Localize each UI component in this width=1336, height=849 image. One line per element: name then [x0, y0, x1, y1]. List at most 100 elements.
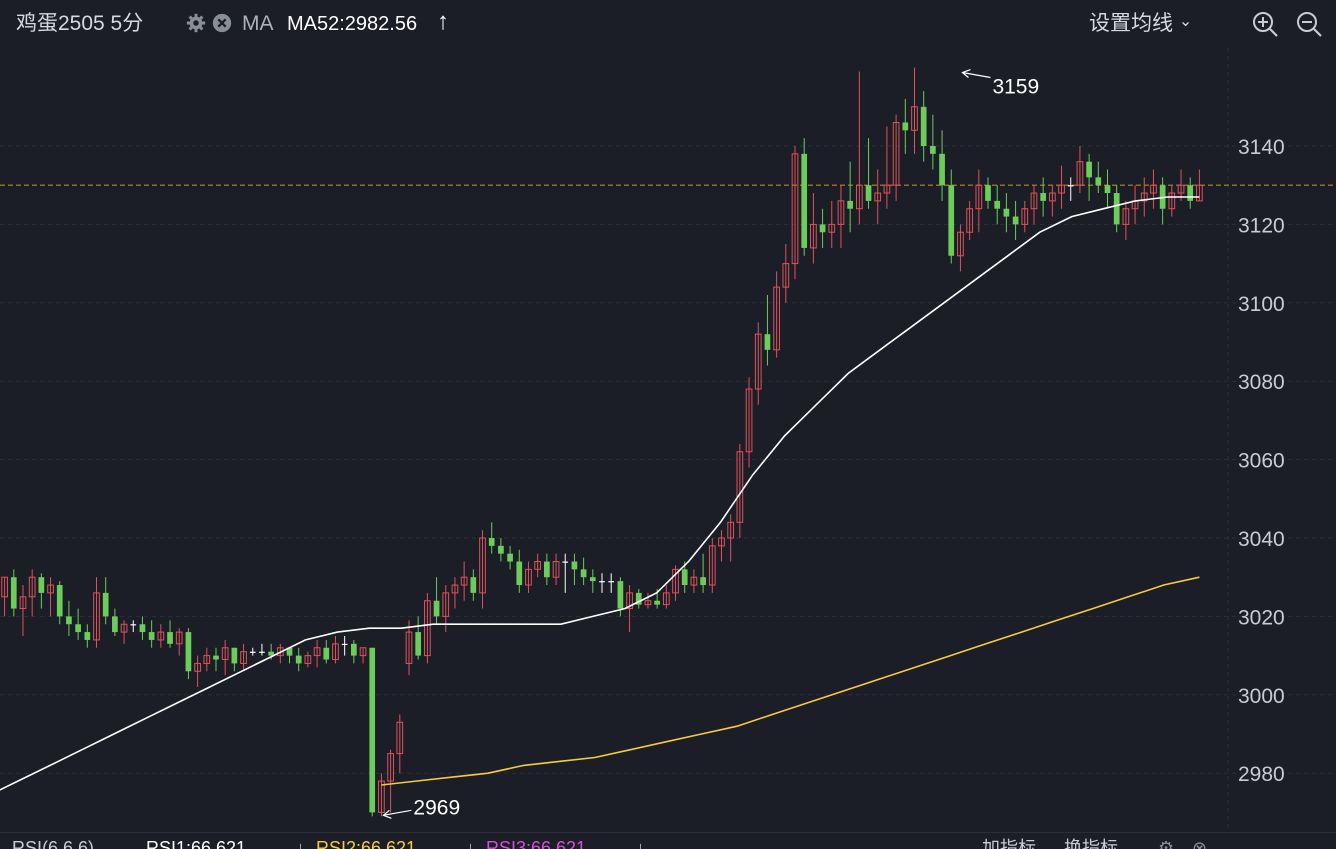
set-ma-button[interactable]: 设置均线 ⌄: [1089, 10, 1192, 40]
candle-body: [213, 655, 219, 660]
candle-body: [1196, 184, 1203, 202]
candle-body: [948, 185, 955, 256]
candle-body: [424, 600, 431, 657]
candle-body: [507, 553, 513, 562]
candle-body: [194, 662, 201, 672]
candle-body: [1140, 192, 1148, 202]
candle-body: [148, 632, 155, 640]
ma-slow-line: [381, 576, 1200, 786]
candle-body: [754, 333, 762, 390]
candle-body: [847, 200, 854, 209]
candle-body: [332, 643, 339, 661]
candle-body: [488, 538, 495, 546]
candle-body: [1003, 208, 1010, 217]
trend-arrow-icon: ↑: [437, 8, 449, 35]
candle-body: [672, 568, 679, 594]
candle-body: [957, 231, 964, 257]
candle-body: [911, 106, 918, 131]
candle-body: [892, 121, 900, 186]
candle-body: [837, 200, 845, 225]
candle-body: [1049, 192, 1056, 202]
candle-body: [249, 651, 256, 653]
rsi2-value: RSI2:66.621: [316, 838, 417, 849]
candle-body: [966, 208, 973, 233]
candle-body: [1030, 192, 1038, 210]
candle-body: [1150, 184, 1157, 194]
price-chart[interactable]: 2980 3000 3020 3040 3060 3080 3100 3120 3140 315…: [0, 48, 1336, 832]
candle-body: [498, 545, 504, 554]
candle-body: [883, 184, 891, 194]
candle-body: [994, 200, 1001, 209]
y-tick-label: 3040: [1238, 528, 1285, 551]
candle-body: [359, 647, 367, 657]
instrument-title[interactable]: 鸡蛋2505 5分: [16, 12, 144, 35]
y-tick-label: 2980: [1238, 763, 1285, 786]
close-indicator-icon[interactable]: ⊗: [1192, 838, 1208, 849]
gear-icon[interactable]: [185, 12, 207, 34]
annotation-arrow: [962, 71, 991, 79]
extreme-annotations: 3159 2969: [382, 68, 1039, 819]
candle-body: [10, 577, 17, 609]
candle-body: [525, 568, 532, 586]
candle-body: [313, 647, 321, 657]
ma-value: MA52:2982.56: [287, 13, 418, 35]
candle-body: [185, 632, 192, 672]
candle-body: [28, 576, 36, 598]
candle-body: [865, 185, 872, 201]
candle-body: [626, 592, 633, 610]
zoom-out-icon[interactable]: [1295, 10, 1323, 38]
candle-body: [1040, 193, 1047, 201]
annotation-arrow: [383, 809, 412, 816]
candle-body: [782, 263, 790, 288]
candle-body: [415, 632, 422, 656]
ma-fast-line: [0, 196, 1200, 791]
candle-body: [810, 223, 817, 249]
candle-body: [479, 537, 486, 594]
candle-body: [975, 184, 983, 210]
rsi-params[interactable]: RSI(6,6,6): [12, 838, 95, 849]
candle-body: [1058, 184, 1065, 194]
candle-body: [405, 631, 413, 664]
candle-body: [112, 616, 118, 633]
close-icon[interactable]: [211, 12, 233, 34]
set-ma-label: 设置均线: [1089, 12, 1173, 35]
rsi1-value: RSI1:66.621: [146, 838, 247, 849]
candle-body: [460, 576, 468, 586]
candle-body: [442, 592, 450, 617]
candle-body: [662, 592, 670, 606]
candle-body: [1168, 192, 1176, 210]
candle-body: [902, 122, 909, 131]
moving-average-lines: [0, 196, 1200, 791]
ma-label: MA: [242, 12, 274, 35]
y-tick-label: 3080: [1238, 371, 1285, 394]
zoom-in-icon[interactable]: [1251, 10, 1279, 38]
candle-body: [350, 643, 357, 656]
candle-body: [286, 647, 293, 656]
candle-body: [1012, 216, 1019, 225]
candle-body: [930, 146, 936, 154]
candle-body: [654, 600, 660, 605]
candle-body: [1177, 184, 1185, 194]
candle-body: [259, 651, 265, 653]
candle-body: [38, 577, 45, 593]
candle-body: [323, 647, 330, 660]
annotation-label: 2969: [413, 796, 460, 819]
candle-body: [571, 561, 578, 570]
candle-body: [1122, 208, 1130, 225]
indicator-bar: RSI(6,6,6) RSI1:66.621 ↓ RSI2:66.621 ↓ R…: [0, 832, 1336, 849]
candle-body: [1104, 185, 1111, 194]
chart-header: 鸡蛋2505 5分 MA MA52:2982.56 ↑ 设置均线 ⌄: [0, 0, 1336, 48]
candle-body: [764, 334, 771, 350]
candle-body: [736, 451, 744, 523]
candle-body: [157, 631, 165, 641]
candle-body: [102, 592, 109, 617]
candle-body: [84, 632, 91, 640]
candle-body: [727, 521, 735, 539]
candle-body: [1187, 185, 1194, 201]
candle-body: [534, 561, 542, 570]
settings-icon[interactable]: ⚙: [1158, 838, 1175, 849]
change-indicator-button[interactable]: 换指标: [1064, 838, 1118, 849]
add-indicator-button[interactable]: 加指标: [982, 838, 1036, 849]
candle-body: [552, 561, 560, 578]
candle-body: [240, 651, 247, 664]
